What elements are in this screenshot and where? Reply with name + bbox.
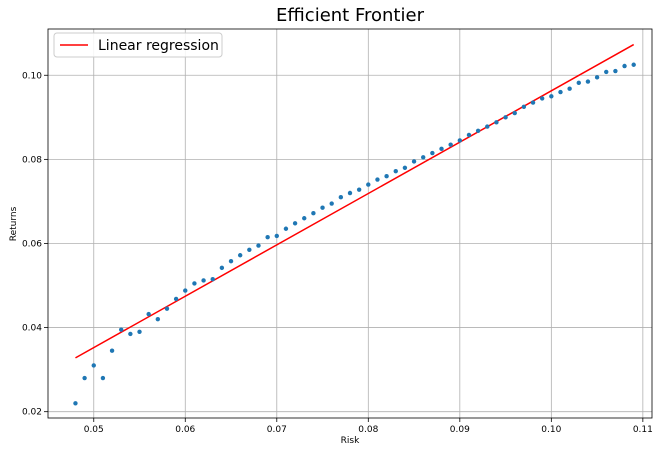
- scatter-point: [604, 69, 609, 75]
- scatter-point: [402, 165, 408, 170]
- scatter-point: [503, 115, 508, 120]
- scatter-point: [567, 86, 572, 91]
- scatter-point: [274, 233, 279, 239]
- scatter-point: [128, 331, 133, 337]
- scatter-point: [475, 128, 481, 133]
- grid-lines: [48, 29, 652, 418]
- scatter-point: [430, 150, 435, 156]
- scatter-point: [439, 146, 444, 152]
- scatter-point: [613, 68, 618, 74]
- legend: Linear regression: [53, 32, 223, 58]
- scatter-point: [283, 226, 289, 231]
- scatter-point: [247, 247, 252, 252]
- scatter-point: [265, 234, 270, 240]
- scatter-point: [411, 159, 417, 164]
- scatter-point: [91, 363, 96, 368]
- scatter-point: [320, 205, 325, 210]
- scatter-point: [594, 75, 600, 80]
- scatter-point: [109, 348, 115, 353]
- scatter-point: [521, 104, 527, 110]
- x-axis-label: Risk: [341, 436, 360, 446]
- x-tick-label: 0.10: [541, 425, 561, 435]
- scatter-point: [485, 124, 490, 129]
- scatter-point: [622, 63, 627, 69]
- scatter-point: [421, 155, 426, 160]
- x-tick-label: 0.11: [633, 425, 653, 435]
- scatter-point: [292, 221, 298, 226]
- scatter-point: [494, 120, 499, 125]
- y-tick-label: 0.04: [22, 324, 42, 334]
- scatter-point: [512, 110, 517, 116]
- scatter-point: [539, 96, 545, 101]
- scatter-point: [585, 79, 591, 84]
- scatter-point: [375, 177, 380, 182]
- scatter-point: [155, 316, 161, 322]
- x-tick-label: 0.07: [267, 425, 287, 435]
- scatter-point: [164, 306, 170, 311]
- x-tick-label: 0.05: [84, 425, 104, 435]
- scatter-point: [219, 265, 225, 271]
- x-tick-label: 0.09: [450, 425, 470, 435]
- scatter-point: [448, 142, 453, 147]
- scatter-point: [457, 138, 463, 143]
- scatter-point: [329, 201, 334, 206]
- y-tick-label: 0.08: [22, 155, 42, 165]
- scatter-points-layer: [73, 62, 636, 406]
- scatter-point: [237, 253, 243, 258]
- y-tick-label: 0.02: [22, 408, 42, 418]
- scatter-point: [173, 296, 179, 302]
- scatter-point: [82, 375, 87, 381]
- scatter-point: [119, 327, 124, 332]
- y-axis-label: Returns: [9, 206, 19, 241]
- regression-line-layer: [75, 43, 635, 359]
- scatter-point: [366, 182, 371, 187]
- scatter-point: [311, 210, 316, 216]
- scatter-point: [100, 375, 106, 381]
- scatter-point: [466, 132, 472, 138]
- scatter-point: [338, 195, 344, 200]
- scatter-point: [228, 258, 234, 264]
- scatter-point: [558, 89, 563, 95]
- scatter-point: [210, 277, 215, 282]
- scatter-point: [146, 311, 151, 317]
- y-axis-ticks: 0.02 0.04 0.06 0.08 0.10: [22, 71, 48, 418]
- legend-label-linear-regression: Linear regression: [98, 38, 219, 54]
- x-tick-label: 0.08: [358, 425, 378, 435]
- scatter-point: [530, 100, 536, 105]
- chart-title: Efficient Frontier: [276, 5, 425, 26]
- scatter-point: [393, 168, 398, 174]
- y-tick-label: 0.10: [22, 71, 42, 81]
- scatter-point: [183, 288, 188, 293]
- x-axis-ticks: 0.05 0.06 0.07 0.08 0.09 0.10 0.11: [84, 418, 653, 435]
- scatter-point: [137, 329, 142, 334]
- linear-regression-line: [75, 43, 635, 359]
- scatter-point: [384, 173, 389, 179]
- plot-frame: [47, 28, 653, 419]
- scatter-point: [302, 216, 307, 221]
- scatter-point: [256, 243, 261, 248]
- scatter-point: [576, 80, 581, 86]
- scatter-point: [192, 281, 197, 286]
- x-tick-label: 0.06: [175, 425, 195, 435]
- scatter-point: [347, 190, 353, 196]
- scatter-point: [201, 278, 206, 283]
- scatter-point: [631, 62, 636, 67]
- y-tick-label: 0.06: [22, 239, 42, 249]
- scatter-point: [356, 187, 362, 192]
- scatter-point: [549, 94, 554, 99]
- legend-box: [53, 32, 223, 58]
- scatter-point: [73, 401, 78, 406]
